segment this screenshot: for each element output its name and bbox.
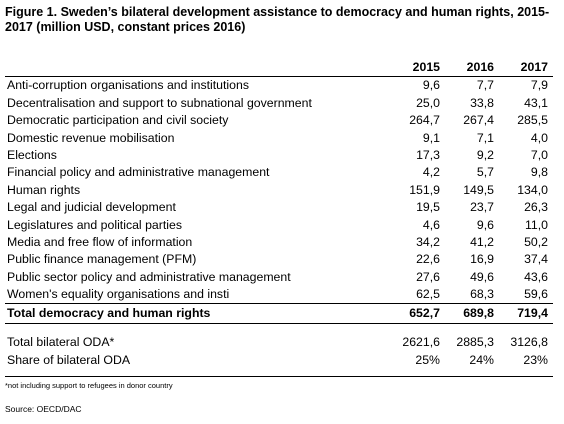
row-value-2015: 4,2	[422, 165, 440, 180]
table-row: Legislatures and political parties 4,6 9,6…	[5, 217, 553, 234]
row-value-2015: 27,6	[416, 269, 440, 284]
total-2017: 719,4	[517, 306, 548, 321]
row-value-2015: 9,1	[422, 130, 440, 145]
row-label: Public finance management (PFM)	[7, 252, 197, 267]
row-label: Financial policy and administrative mana…	[7, 165, 270, 180]
oda-row: Total bilateral ODA* 2621,6 2885,3 3126,…	[5, 334, 553, 351]
row-label: Legislatures and political parties	[7, 217, 182, 232]
row-value-2015: 19,5	[416, 200, 440, 215]
row-value-2016: 267,4	[463, 113, 494, 128]
row-label: Legal and judicial development	[7, 200, 176, 215]
oda-2016: 2885,3	[456, 335, 494, 350]
share-row: Share of bilateral ODA 25% 24% 23%	[5, 352, 553, 369]
row-value-2017: 7,9	[530, 78, 548, 93]
share-label: Share of bilateral ODA	[7, 352, 131, 367]
total-label: Total democracy and human rights	[7, 306, 211, 321]
total-divider	[5, 303, 553, 305]
source-note: Source: OECD/DAC	[5, 404, 82, 414]
table-body: Anti-corruption organisations and instit…	[5, 77, 553, 303]
total-2015: 652,7	[409, 306, 440, 321]
row-value-2015: 264,7	[409, 113, 440, 128]
header-2017: 2017	[520, 60, 548, 74]
row-label: Human rights	[7, 182, 81, 197]
share-2016: 24%	[469, 352, 494, 367]
total-row: Total democracy and human rights 652,7 6…	[5, 304, 553, 323]
table-row: Women's equality organisations and insti…	[5, 286, 553, 303]
row-value-2017: 59,6	[524, 287, 548, 302]
row-label: Anti-corruption organisations and instit…	[7, 78, 249, 93]
header-2015: 2015	[412, 60, 440, 74]
row-label: Public sector policy and administrative …	[7, 269, 291, 284]
row-value-2017: 26,3	[524, 200, 548, 215]
row-label: Democratic participation and civil socie…	[7, 113, 229, 128]
row-value-2016: 149,5	[463, 182, 494, 197]
oda-2017: 3126,8	[510, 335, 548, 350]
table-row: Public sector policy and administrative …	[5, 269, 553, 286]
header-divider	[5, 76, 553, 78]
header-2016: 2016	[466, 60, 494, 74]
total-bottom-divider	[5, 323, 553, 325]
table-bottom-border	[5, 376, 553, 377]
row-value-2016: 49,6	[470, 269, 494, 284]
share-2017: 23%	[523, 352, 548, 367]
row-value-2016: 9,2	[476, 147, 494, 162]
row-value-2016: 16,9	[470, 252, 494, 267]
row-value-2017: 4,0	[530, 130, 548, 145]
table-row: Democratic participation and civil socie…	[5, 112, 553, 129]
row-value-2016: 68,3	[470, 287, 494, 302]
row-value-2017: 43,1	[524, 95, 548, 110]
table-header-row: 2015 2016 2017	[5, 59, 553, 76]
row-value-2017: 7,0	[530, 147, 548, 162]
assistance-table: 2015 2016 2017 Anti-corruption organisat…	[5, 59, 553, 369]
row-value-2015: 34,2	[416, 234, 440, 249]
table-row: Legal and judicial development 19,5 23,7 26…	[5, 199, 553, 216]
row-label: Decentralisation and support to subnatio…	[7, 95, 312, 110]
row-value-2016: 33,8	[470, 95, 494, 110]
row-label: Domestic revenue mobilisation	[7, 130, 175, 145]
row-value-2016: 5,7	[476, 165, 494, 180]
table-row: Media and free flow of information 34,2 41…	[5, 234, 553, 251]
footnote: *not including support to refugees in do…	[5, 381, 173, 390]
total-2016: 689,8	[463, 306, 494, 321]
row-value-2016: 9,6	[476, 217, 494, 232]
row-value-2017: 9,8	[530, 165, 548, 180]
row-value-2015: 151,9	[409, 182, 440, 197]
row-label: Women's equality organisations and insti	[7, 287, 230, 302]
row-value-2017: 11,0	[524, 217, 548, 232]
oda-label: Total bilateral ODA*	[7, 335, 115, 350]
table-row: Human rights 151,9 149,5 134,0	[5, 182, 553, 199]
table-row: Decentralisation and support to subnatio…	[5, 95, 553, 112]
row-value-2017: 37,4	[524, 252, 548, 267]
row-label: Media and free flow of information	[7, 234, 193, 249]
row-value-2016: 7,7	[476, 78, 494, 93]
row-value-2015: 62,5	[416, 287, 440, 302]
share-2015: 25%	[415, 352, 440, 367]
row-value-2017: 285,5	[517, 113, 548, 128]
row-value-2016: 41,2	[470, 234, 494, 249]
figure-title: Figure 1. Sweden’s bilateral development…	[5, 5, 550, 34]
table-row: Domestic revenue mobilisation 9,1 7,1 4,0	[5, 130, 553, 147]
row-label: Elections	[7, 147, 57, 162]
table-row: Financial policy and administrative mana…	[5, 164, 553, 181]
row-value-2017: 134,0	[517, 182, 548, 197]
row-value-2017: 50,2	[524, 234, 548, 249]
table-row: Elections 17,3 9,2 7,0	[5, 147, 553, 164]
row-value-2015: 22,6	[416, 252, 440, 267]
row-value-2017: 43,6	[524, 269, 548, 284]
table-row: Anti-corruption organisations and instit…	[5, 77, 553, 94]
oda-2015: 2621,6	[402, 335, 440, 350]
row-value-2015: 25,0	[416, 95, 440, 110]
table-row: Public finance management (PFM) 22,6 16,9 3…	[5, 251, 553, 268]
row-value-2016: 23,7	[470, 200, 494, 215]
row-value-2015: 9,6	[422, 78, 440, 93]
row-value-2016: 7,1	[476, 130, 494, 145]
row-value-2015: 4,6	[422, 217, 440, 232]
row-value-2015: 17,3	[416, 147, 440, 162]
